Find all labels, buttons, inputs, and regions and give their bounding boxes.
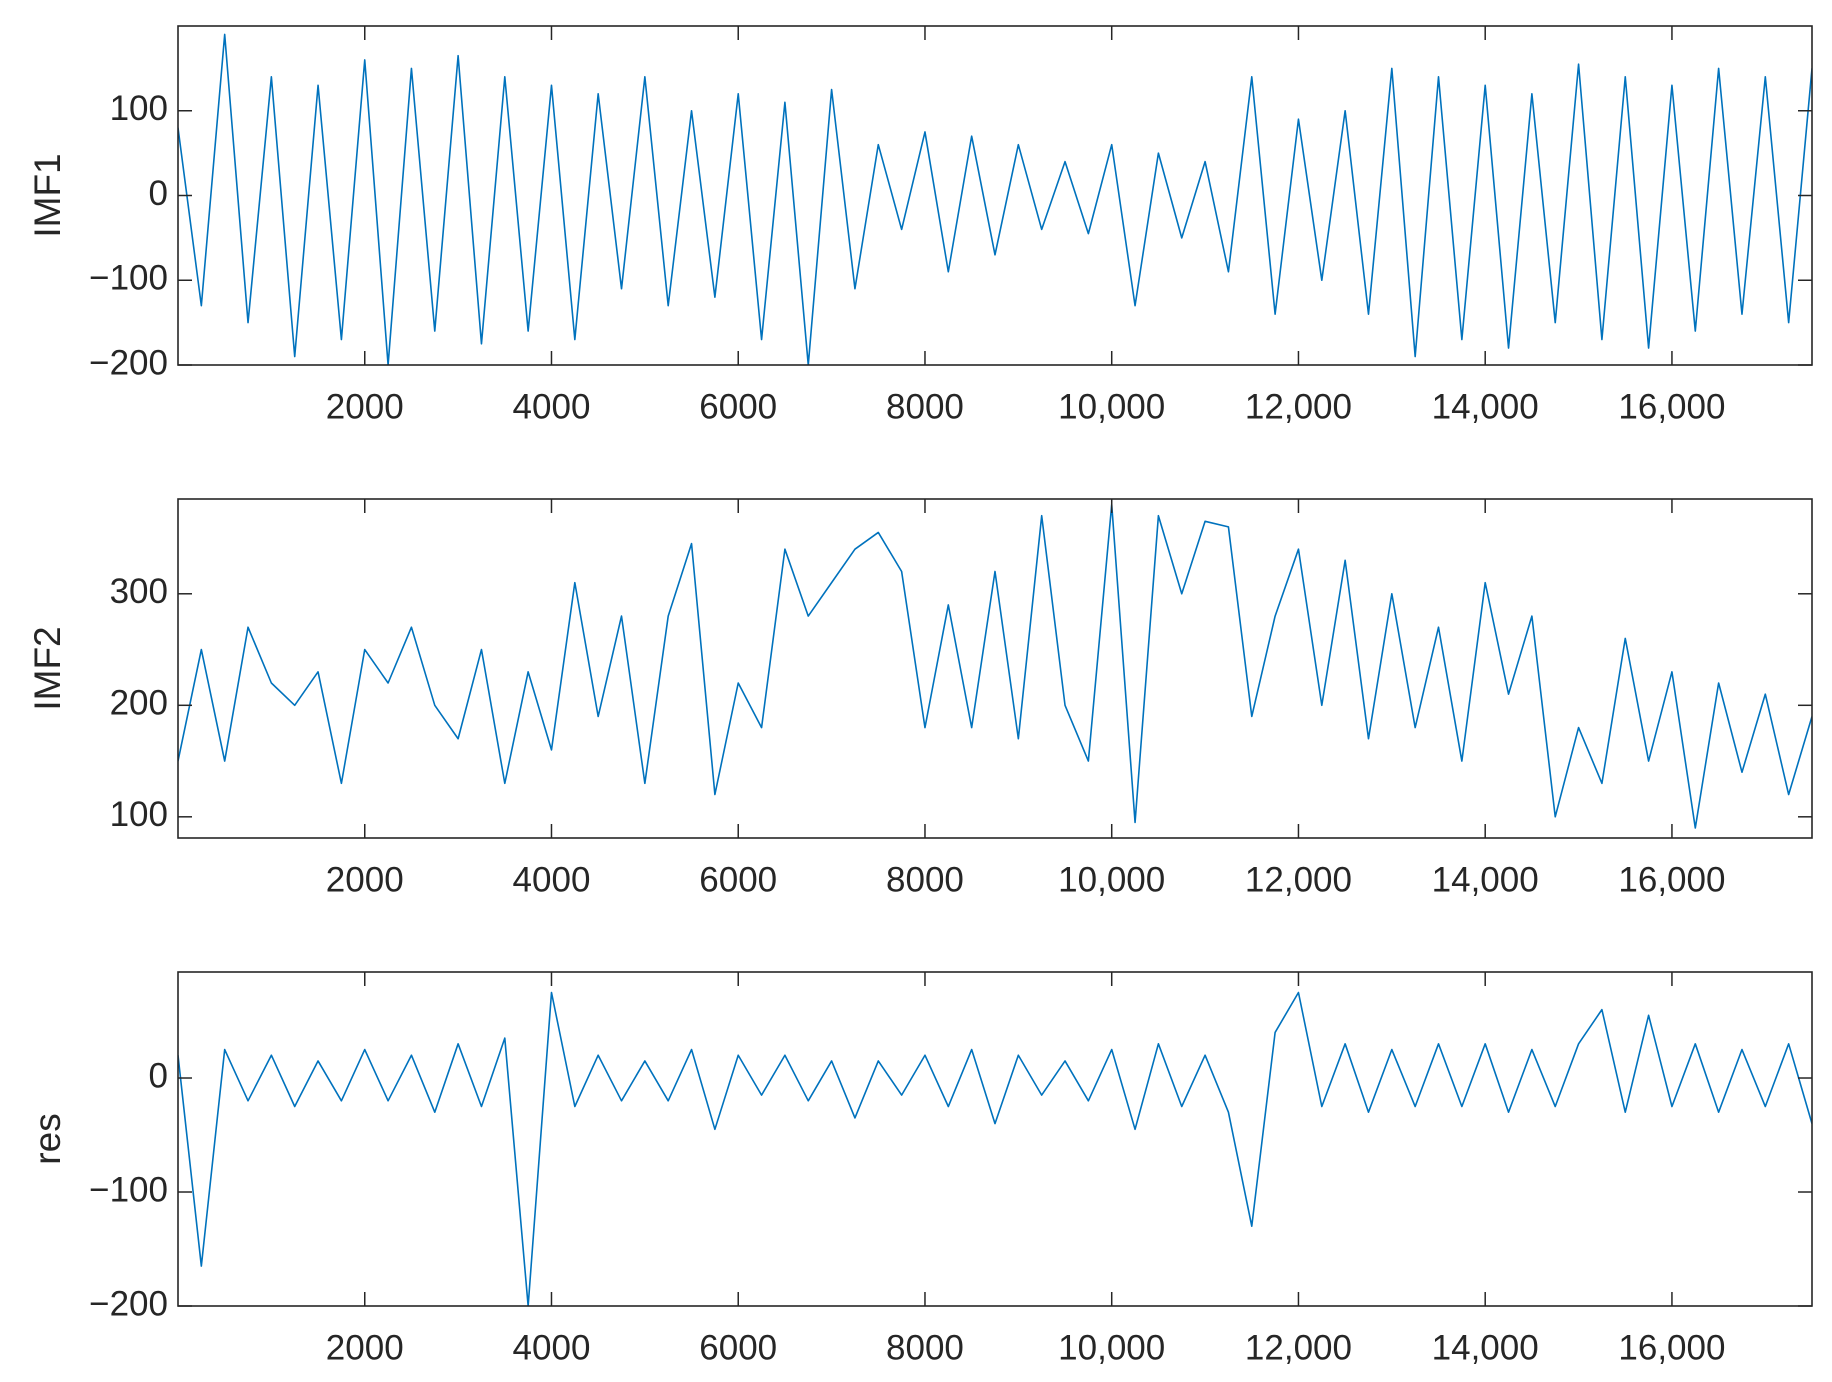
data-line — [178, 33, 1812, 365]
y-tick-label: −200 — [89, 343, 168, 382]
x-tick-label: 12,000 — [1245, 387, 1352, 426]
y-axis-label: res — [27, 1113, 68, 1164]
y-tick-label: 200 — [110, 684, 168, 723]
data-line — [178, 991, 1812, 1306]
x-tick-label: 6000 — [699, 1328, 777, 1367]
x-tick-label: 2000 — [326, 1328, 404, 1367]
x-tick-label: 4000 — [513, 1328, 591, 1367]
y-tick-label: −100 — [89, 1170, 168, 1209]
y-tick-label: −100 — [89, 259, 168, 298]
y-tick-label: −200 — [89, 1284, 168, 1323]
x-tick-label: 12,000 — [1245, 860, 1352, 899]
x-tick-label: 6000 — [699, 860, 777, 899]
x-tick-label: 4000 — [513, 860, 591, 899]
x-tick-label: 16,000 — [1618, 1328, 1725, 1367]
axes-box — [177, 498, 1813, 839]
x-tick-label: 10,000 — [1058, 860, 1165, 899]
x-tick-label: 14,000 — [1432, 860, 1539, 899]
y-tick-label: 0 — [149, 1056, 168, 1095]
x-tick-label: 10,000 — [1058, 1328, 1165, 1367]
y-tick-label: 300 — [110, 572, 168, 611]
x-tick-label: 2000 — [326, 860, 404, 899]
x-tick-label: 2000 — [326, 387, 404, 426]
y-axis-label: IMF1 — [27, 153, 68, 237]
x-tick-label: 10,000 — [1058, 387, 1165, 426]
x-tick-label: 16,000 — [1618, 860, 1725, 899]
x-tick-label: 16,000 — [1618, 387, 1725, 426]
x-tick-label: 12,000 — [1245, 1328, 1352, 1367]
y-tick-label: 100 — [110, 795, 168, 834]
x-tick-label: 4000 — [513, 387, 591, 426]
axes-box — [177, 25, 1813, 366]
x-tick-label: 8000 — [886, 1328, 964, 1367]
x-tick-label: 14,000 — [1432, 1328, 1539, 1367]
x-tick-label: 8000 — [886, 387, 964, 426]
y-axis-label: IMF2 — [27, 626, 68, 710]
axes-box — [177, 971, 1813, 1307]
y-tick-label: 0 — [149, 174, 168, 213]
y-tick-label: 100 — [110, 89, 168, 128]
data-line — [178, 503, 1812, 829]
x-tick-label: 14,000 — [1432, 387, 1539, 426]
x-tick-label: 8000 — [886, 860, 964, 899]
x-tick-label: 6000 — [699, 387, 777, 426]
